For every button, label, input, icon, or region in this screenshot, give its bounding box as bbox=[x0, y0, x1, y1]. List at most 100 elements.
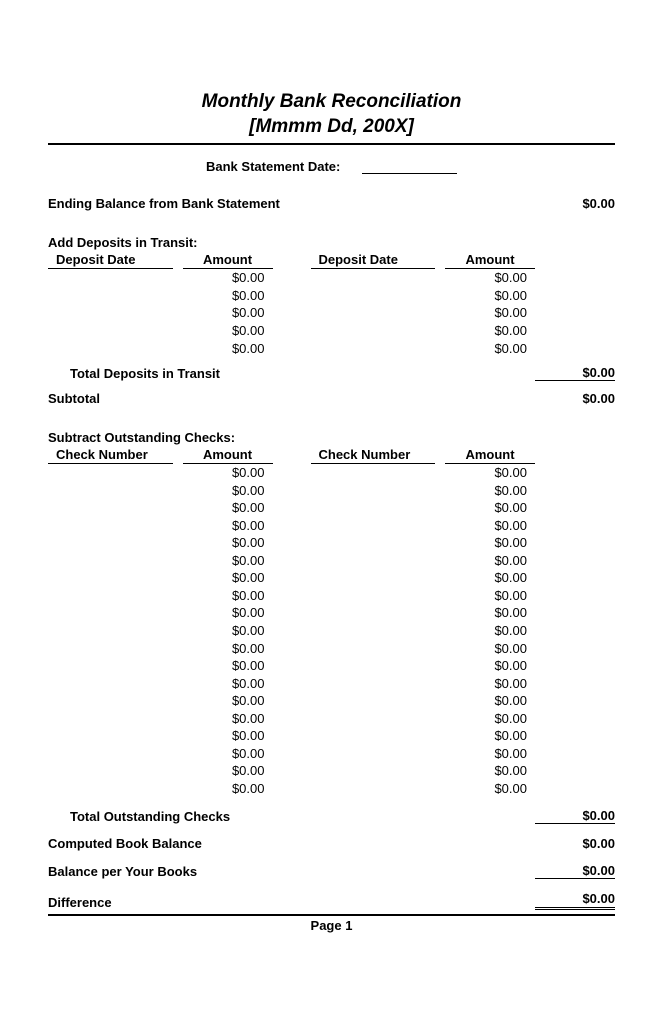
check-right-blank bbox=[311, 534, 446, 552]
deposit-right-row: $0.00 bbox=[311, 322, 536, 340]
deposit-left-amount: $0.00 bbox=[183, 304, 273, 322]
deposit-left-amount: $0.00 bbox=[183, 322, 273, 340]
check-right-row: $0.00 bbox=[311, 762, 536, 780]
subtotal-label: Subtotal bbox=[48, 391, 535, 406]
deposit-left-row: $0.00 bbox=[48, 340, 273, 358]
check-left-amount: $0.00 bbox=[183, 569, 273, 587]
check-left-amount: $0.00 bbox=[183, 622, 273, 640]
check-left-row: $0.00 bbox=[48, 552, 273, 570]
check-left-amount: $0.00 bbox=[183, 675, 273, 693]
deposit-left-blank bbox=[48, 340, 183, 358]
check-right-row: $0.00 bbox=[311, 499, 536, 517]
total-deposits-value: $0.00 bbox=[535, 365, 615, 381]
deposit-left-blank bbox=[48, 287, 183, 305]
total-checks-value: $0.00 bbox=[535, 808, 615, 824]
check-left-row: $0.00 bbox=[48, 517, 273, 535]
deposits-col2-header-r: Amount bbox=[445, 252, 535, 269]
check-left-row: $0.00 bbox=[48, 762, 273, 780]
check-right-row: $0.00 bbox=[311, 482, 536, 500]
check-left-blank bbox=[48, 499, 183, 517]
check-left-blank bbox=[48, 675, 183, 693]
total-checks-label: Total Outstanding Checks bbox=[48, 809, 535, 824]
check-left-blank bbox=[48, 762, 183, 780]
check-left-amount: $0.00 bbox=[183, 534, 273, 552]
check-right-row: $0.00 bbox=[311, 464, 536, 482]
deposit-right-amount: $0.00 bbox=[445, 340, 535, 358]
checks-col-head-left: Check Number Amount bbox=[48, 447, 273, 464]
subtotal-value: $0.00 bbox=[535, 391, 615, 406]
check-left-row: $0.00 bbox=[48, 534, 273, 552]
check-left-amount: $0.00 bbox=[183, 587, 273, 605]
deposit-right-blank bbox=[311, 340, 446, 358]
check-left-amount: $0.00 bbox=[183, 692, 273, 710]
check-right-blank bbox=[311, 482, 446, 500]
check-left-row: $0.00 bbox=[48, 499, 273, 517]
check-left-row: $0.00 bbox=[48, 780, 273, 798]
check-left-blank bbox=[48, 622, 183, 640]
check-left-row: $0.00 bbox=[48, 657, 273, 675]
check-right-blank bbox=[311, 640, 446, 658]
deposits-col1-header-r: Deposit Date bbox=[311, 252, 436, 269]
check-left-blank bbox=[48, 482, 183, 500]
checks-heading: Subtract Outstanding Checks: bbox=[48, 430, 615, 445]
check-right-row: $0.00 bbox=[311, 710, 536, 728]
check-left-blank bbox=[48, 587, 183, 605]
deposit-right-row: $0.00 bbox=[311, 340, 536, 358]
check-right-blank bbox=[311, 675, 446, 693]
check-right-blank bbox=[311, 727, 446, 745]
page-number: Page 1 bbox=[48, 918, 615, 933]
deposits-col-head-right: Deposit Date Amount bbox=[311, 252, 536, 269]
check-right-amount: $0.00 bbox=[445, 675, 535, 693]
deposit-right-amount: $0.00 bbox=[445, 287, 535, 305]
check-right-row: $0.00 bbox=[311, 745, 536, 763]
title-line-1: Monthly Bank Reconciliation bbox=[48, 90, 615, 115]
deposit-left-blank bbox=[48, 322, 183, 340]
check-right-amount: $0.00 bbox=[445, 569, 535, 587]
check-left-blank bbox=[48, 692, 183, 710]
deposit-right-row: $0.00 bbox=[311, 287, 536, 305]
deposit-right-blank bbox=[311, 322, 446, 340]
check-left-amount: $0.00 bbox=[183, 464, 273, 482]
check-left-blank bbox=[48, 745, 183, 763]
check-right-amount: $0.00 bbox=[445, 710, 535, 728]
check-left-row: $0.00 bbox=[48, 482, 273, 500]
check-right-row: $0.00 bbox=[311, 604, 536, 622]
deposit-left-row: $0.00 bbox=[48, 304, 273, 322]
check-right-blank bbox=[311, 745, 446, 763]
check-left-amount: $0.00 bbox=[183, 604, 273, 622]
check-right-amount: $0.00 bbox=[445, 499, 535, 517]
check-right-amount: $0.00 bbox=[445, 692, 535, 710]
check-left-blank bbox=[48, 657, 183, 675]
ending-balance-label: Ending Balance from Bank Statement bbox=[48, 196, 535, 211]
check-left-amount: $0.00 bbox=[183, 482, 273, 500]
check-left-amount: $0.00 bbox=[183, 710, 273, 728]
computed-label: Computed Book Balance bbox=[48, 836, 535, 851]
checks-col2-header-r: Amount bbox=[445, 447, 535, 464]
check-right-amount: $0.00 bbox=[445, 727, 535, 745]
per-books-row: Balance per Your Books $0.00 bbox=[48, 863, 615, 879]
check-right-amount: $0.00 bbox=[445, 587, 535, 605]
deposit-left-amount: $0.00 bbox=[183, 269, 273, 287]
check-right-blank bbox=[311, 710, 446, 728]
check-right-row: $0.00 bbox=[311, 657, 536, 675]
deposit-left-row: $0.00 bbox=[48, 269, 273, 287]
check-left-blank bbox=[48, 780, 183, 798]
check-left-amount: $0.00 bbox=[183, 780, 273, 798]
deposit-left-blank bbox=[48, 269, 183, 287]
subtotal-row: Subtotal $0.00 bbox=[48, 391, 615, 406]
check-left-blank bbox=[48, 552, 183, 570]
deposit-right-blank bbox=[311, 304, 446, 322]
check-right-row: $0.00 bbox=[311, 692, 536, 710]
check-left-amount: $0.00 bbox=[183, 552, 273, 570]
total-checks-row: Total Outstanding Checks $0.00 bbox=[48, 808, 615, 824]
check-left-amount: $0.00 bbox=[183, 640, 273, 658]
check-left-amount: $0.00 bbox=[183, 745, 273, 763]
deposits-columns: Deposit Date Amount $0.00$0.00$0.00$0.00… bbox=[48, 252, 615, 357]
check-left-row: $0.00 bbox=[48, 727, 273, 745]
check-left-blank bbox=[48, 710, 183, 728]
check-right-blank bbox=[311, 517, 446, 535]
difference-row: Difference $0.00 bbox=[48, 891, 615, 910]
deposits-heading: Add Deposits in Transit: bbox=[48, 235, 615, 250]
check-right-row: $0.00 bbox=[311, 552, 536, 570]
check-right-amount: $0.00 bbox=[445, 517, 535, 535]
